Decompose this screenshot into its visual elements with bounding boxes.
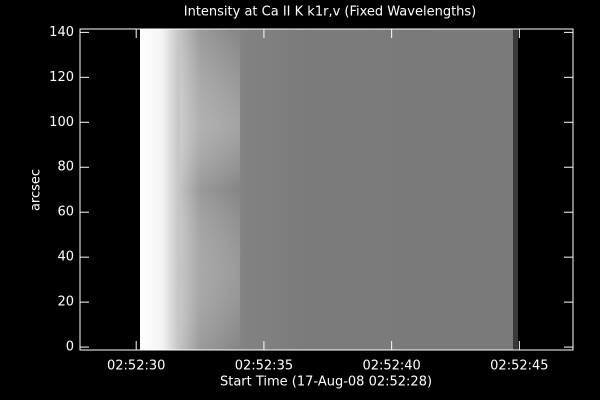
x-axis-label: Start Time (17-Aug-08 02:52:28) [220, 375, 432, 390]
x-tick-label: 02:52:35 [235, 359, 293, 374]
intensity-texture [180, 29, 240, 350]
y-tick-label: 40 [57, 250, 74, 265]
x-tick-label: 02:52:40 [362, 359, 420, 374]
y-axis-label: arcsec [29, 169, 44, 211]
y-tick-label: 100 [49, 115, 74, 130]
y-tick-label: 120 [49, 70, 74, 85]
y-tick-label: 80 [57, 160, 74, 175]
y-tick-label: 0 [66, 340, 74, 355]
y-tick-label: 140 [49, 25, 74, 40]
x-tick-label: 02:52:30 [107, 359, 165, 374]
y-tick-label: 20 [57, 295, 74, 310]
image-edge [513, 29, 518, 350]
plot-frame [79, 28, 574, 351]
x-tick-label: 02:52:45 [490, 359, 548, 374]
y-tick-label: 60 [57, 205, 74, 220]
chart-title: Intensity at Ca II K k1r,v (Fixed Wavele… [184, 5, 477, 20]
